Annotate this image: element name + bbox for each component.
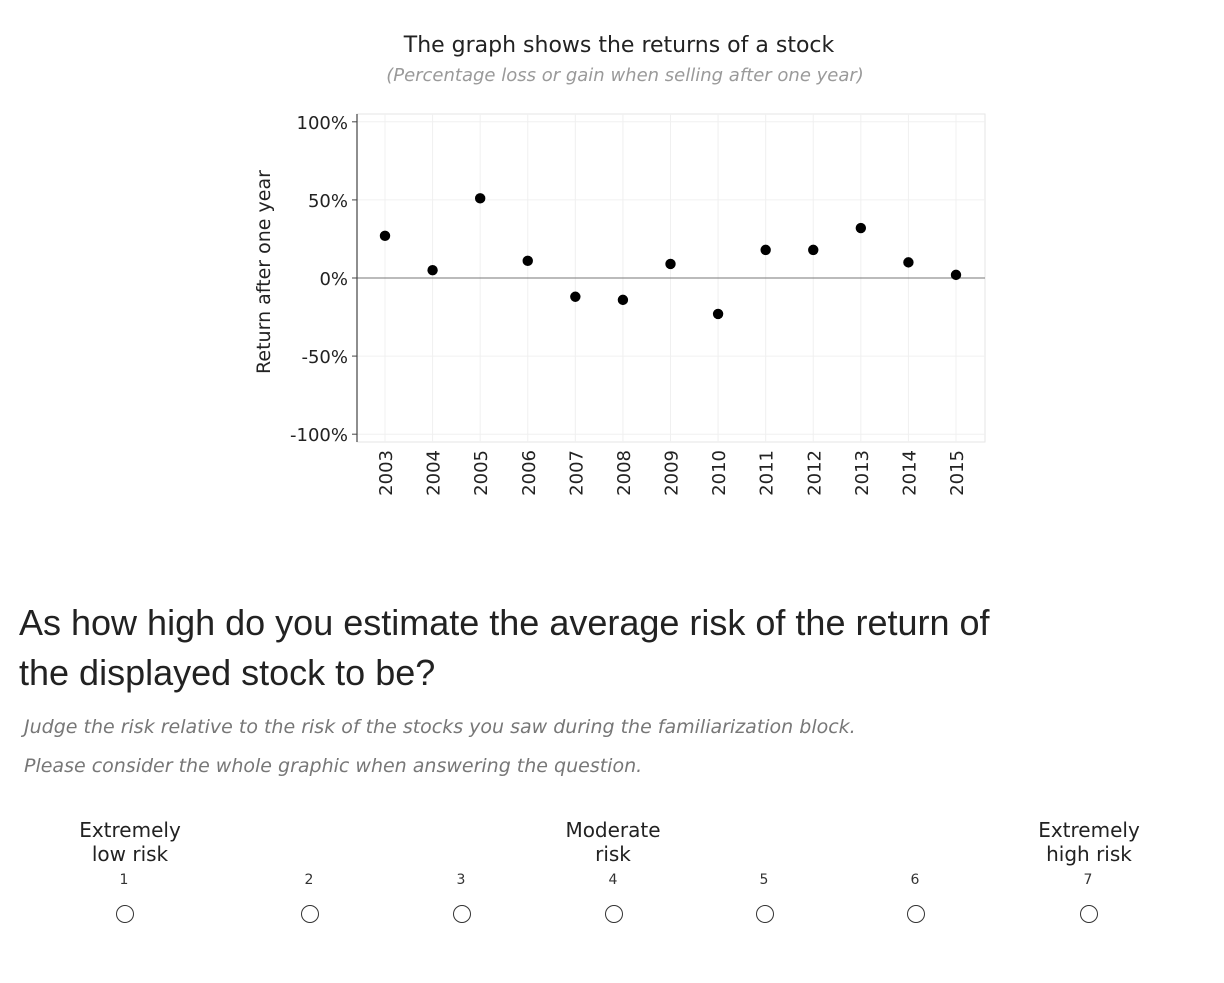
x-tick-label: 2004 <box>424 450 445 496</box>
data-point <box>665 258 676 270</box>
risk-radio-1[interactable] <box>116 905 134 923</box>
x-tick-label: 2013 <box>852 450 873 496</box>
x-tick-label: 2014 <box>899 450 920 496</box>
scale-anchor-moderate-line2: risk <box>595 842 631 866</box>
data-point <box>903 257 914 268</box>
data-point <box>617 294 629 306</box>
y-tick-label: 0% <box>319 269 348 290</box>
y-axis-title: Return after one year <box>253 170 275 374</box>
x-tick-label: 2009 <box>662 450 683 496</box>
scale-anchor-moderate-line1: Moderate <box>565 818 661 842</box>
risk-radio-3[interactable] <box>453 905 471 923</box>
scale-number-3: 3 <box>456 872 466 888</box>
x-tick-label: 2003 <box>376 450 397 496</box>
data-point <box>712 308 724 320</box>
risk-radio-7[interactable] <box>1080 905 1098 923</box>
risk-radio-5[interactable] <box>756 905 774 923</box>
risk-radio-4[interactable] <box>605 905 623 923</box>
scale-anchor-high-line1: Extremely <box>1038 818 1140 842</box>
data-point <box>474 193 486 204</box>
x-tick-label: 2015 <box>947 450 968 496</box>
chart-subtitle: (Percentage loss or gain when selling af… <box>386 65 864 86</box>
plot-area: 100% 50% 0% -50% -100% 2003 2004 2005 2006 2007 20… <box>290 113 986 496</box>
data-point <box>760 244 771 256</box>
scale-anchor-low-line1: Extremely <box>79 818 181 842</box>
chart-title: The graph shows the returns of a stock <box>403 33 835 58</box>
scale-anchor-moderate: Moderate risk <box>533 818 693 866</box>
scale-number-6: 6 <box>910 872 920 888</box>
x-tick-label: 2006 <box>519 450 540 496</box>
scale-anchor-high: Extremely high risk <box>1009 818 1169 866</box>
scale-anchor-high-line2: high risk <box>1046 842 1132 866</box>
data-point <box>522 255 533 267</box>
scale-number-2: 2 <box>304 872 314 888</box>
y-tick-label: 50% <box>308 191 348 212</box>
data-point <box>855 222 867 234</box>
data-point <box>808 244 819 256</box>
data-point <box>379 230 391 242</box>
x-tick-label: 2011 <box>757 450 778 496</box>
data-point <box>570 291 581 302</box>
scale-anchor-low: Extremely low risk <box>50 818 210 866</box>
data-point <box>427 264 438 276</box>
question-hint-relative: Judge the risk relative to the risk of t… <box>24 716 856 738</box>
risk-radio-2[interactable] <box>301 905 319 923</box>
scale-number-7: 7 <box>1083 872 1093 888</box>
scale-number-4: 4 <box>608 872 618 888</box>
y-tick-label: -100% <box>290 425 348 446</box>
x-tick-label: 2008 <box>614 450 635 496</box>
x-tick-label: 2007 <box>566 450 587 496</box>
returns-chart: The graph shows the returns of a stock (… <box>253 33 986 496</box>
question-text: As how high do you estimate the average … <box>19 602 990 693</box>
question-hint-whole-graphic: Please consider the whole graphic when a… <box>24 755 643 777</box>
x-tick-label: 2012 <box>804 450 825 496</box>
y-tick-label: -50% <box>301 347 348 368</box>
x-tick-label: 2010 <box>709 450 730 496</box>
scale-anchor-low-line2: low risk <box>91 842 169 866</box>
y-tick-label: 100% <box>297 113 348 134</box>
scale-number-5: 5 <box>759 872 769 888</box>
risk-radio-6[interactable] <box>907 905 925 923</box>
x-tick-label: 2005 <box>471 450 492 496</box>
scale-number-1: 1 <box>119 872 129 888</box>
data-point <box>950 269 962 281</box>
